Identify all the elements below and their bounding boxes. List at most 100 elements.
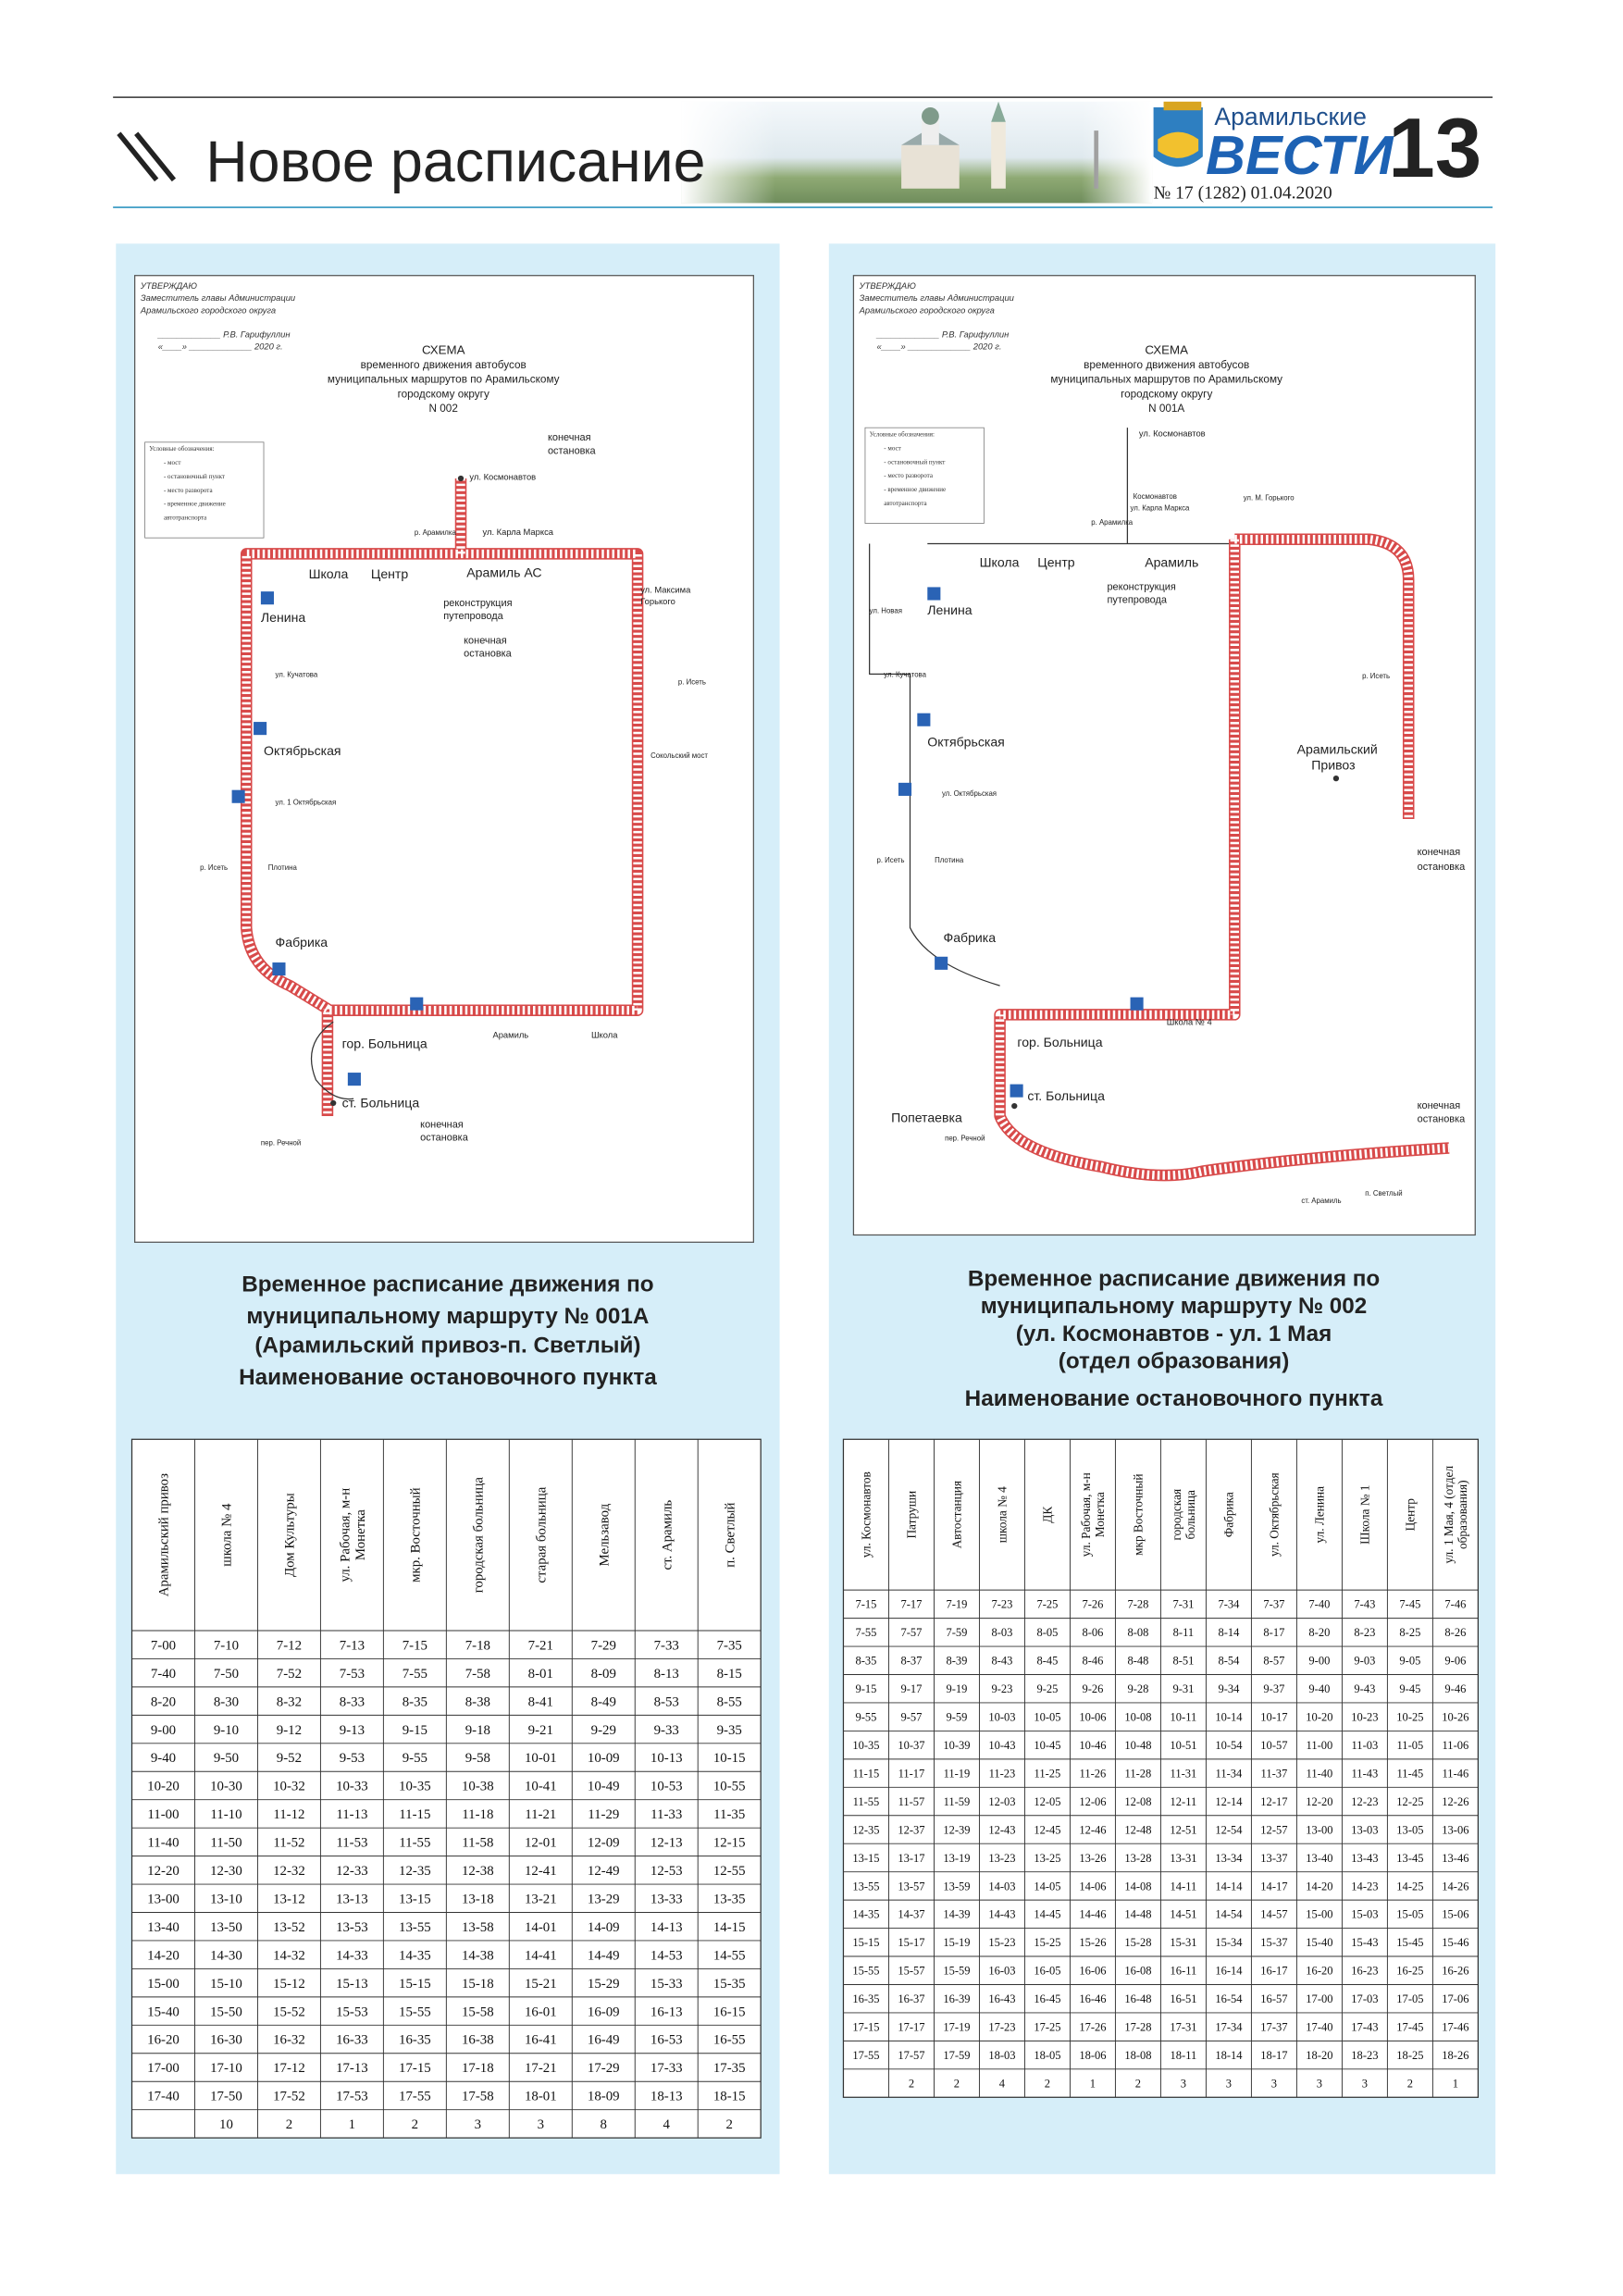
table-cell: 10-13 (650, 1751, 683, 1766)
schedule-caption: муниципальному маршруту № 002 (981, 1294, 1368, 1319)
table-cell: 8-51 (1172, 1655, 1194, 1668)
table-cell: 17-15 (852, 2021, 879, 2034)
table-footer-cell: 2 (954, 2077, 960, 2090)
table-cell: 17-06 (1442, 1992, 1468, 2005)
table-cell: 18-06 (1079, 2049, 1106, 2062)
paper-emblem (1153, 101, 1203, 168)
table-cell: 15-46 (1442, 1936, 1468, 1949)
table-cell: 16-39 (943, 1992, 970, 2005)
table-cell: 13-21 (525, 1892, 557, 1906)
paper-name-main: ВЕСТИ (1206, 124, 1394, 186)
map-label: остановка (1418, 862, 1467, 873)
legend-text: Условные обозначения: (870, 431, 935, 439)
map-label: ул. Октябрьская (942, 789, 997, 798)
table-cell: 7-31 (1172, 1598, 1194, 1611)
table-cell: 8-54 (1218, 1655, 1240, 1668)
table-cell: 18-23 (1351, 2049, 1378, 2062)
table-cell: 12-25 (1396, 1795, 1423, 1808)
table-cell: 8-14 (1218, 1626, 1240, 1639)
table-cell: 11-46 (1443, 1767, 1469, 1780)
map-label: ул. 1 Октябрьская (276, 798, 337, 806)
table-cell: 10-46 (1079, 1739, 1106, 1752)
table-cell: 14-51 (1170, 1908, 1196, 1921)
column-header: школа № 4 (996, 1486, 1010, 1543)
table-cell: 13-33 (650, 1892, 683, 1906)
table-cell: 15-06 (1442, 1908, 1468, 1921)
scheme-title: временного движения автобусов (361, 359, 527, 371)
table-cell: 9-55 (403, 1751, 427, 1766)
table-cell: 15-37 (1260, 1936, 1287, 1949)
table-cell: 9-03 (1354, 1655, 1375, 1668)
table-cell: 18-13 (650, 2090, 683, 2104)
schedule-caption: Временное расписание движения по (242, 1272, 653, 1297)
paper-name: Арамильские (1214, 103, 1367, 130)
table-cell: 7-34 (1218, 1598, 1240, 1611)
column-header: Центр (1404, 1498, 1418, 1532)
table-cell: 7-15 (855, 1598, 876, 1611)
map-label: пер. Речной (945, 1135, 985, 1143)
table-cell: 7-55 (403, 1667, 427, 1682)
map-label: Арамиль АС (466, 565, 541, 579)
map-label: п. Светлый (1365, 1189, 1402, 1198)
photo-fade (681, 101, 1153, 204)
approval-line: УТВЕРЖДАЮ (859, 280, 917, 291)
table-cell: 7-52 (277, 1667, 302, 1682)
map-label: остановка (1418, 1113, 1467, 1124)
table-cell: 9-18 (465, 1723, 490, 1738)
table-cell: 14-20 (1306, 1880, 1332, 1893)
table-cell: 8-46 (1082, 1655, 1103, 1668)
table-cell: 12-45 (1034, 1823, 1060, 1836)
table-cell: 7-13 (340, 1638, 365, 1653)
page-number: 13 (1388, 102, 1481, 195)
table-cell: 8-26 (1444, 1626, 1466, 1639)
table-cell: 18-03 (988, 2049, 1015, 2062)
table-cell: 8-32 (277, 1694, 302, 1709)
table-cell: 8-05 (1036, 1626, 1058, 1639)
table-cell: 10-32 (273, 1780, 305, 1794)
table-cell: 16-45 (1034, 1992, 1060, 2005)
table-cell: 13-45 (1396, 1852, 1423, 1865)
approval-line: _____________ Р.В. Гарифуллин (875, 329, 1009, 339)
column-header: ул. Космонавтов (860, 1471, 873, 1558)
legend-text: - остановочный пункт (164, 473, 225, 480)
table-cell: 11-23 (989, 1767, 1016, 1780)
table-cell: 18-15 (713, 2090, 746, 2104)
table-cell: 9-00 (1308, 1655, 1330, 1668)
table-cell: 16-17 (1260, 1965, 1287, 1978)
table-cell: 9-21 (528, 1723, 553, 1738)
table-cell: 17-12 (273, 2061, 305, 2076)
map-label: р. Арамилка (415, 528, 457, 537)
table-cell: 14-14 (1215, 1880, 1243, 1893)
map-label: ул. Космонавтов (469, 472, 536, 482)
table-cell: 14-03 (988, 1880, 1015, 1893)
table-footer-cell: 3 (1271, 2077, 1277, 2090)
map-label: путепровода (1107, 595, 1167, 606)
table-cell: 16-35 (852, 1992, 879, 2005)
table-cell: 15-53 (336, 2004, 368, 2019)
map-label: путепровода (443, 611, 503, 622)
table-cell: 18-08 (1124, 2049, 1151, 2062)
approval-line: «____» _____________ 2020 г. (158, 341, 283, 352)
table-footer-cell: 3 (1181, 2077, 1186, 2090)
table-cell: 16-05 (1034, 1965, 1060, 1978)
approval-line: УТВЕРЖДАЮ (140, 280, 198, 291)
table-cell: 7-58 (465, 1667, 490, 1682)
table-cell: 9-12 (277, 1723, 302, 1738)
stop-points (330, 475, 1340, 1110)
column-header: Патруши (905, 1491, 919, 1539)
table-cell: 15-15 (852, 1936, 879, 1949)
table-cell: 13-35 (713, 1892, 746, 1906)
table-cell: 15-50 (210, 2004, 242, 2019)
table-cell: 10-11 (1171, 1711, 1197, 1724)
map-label: ст. Арамиль (1301, 1197, 1341, 1205)
scheme-title: муниципальных маршрутов по Арамильскому (1050, 374, 1282, 386)
table-cell: 7-29 (591, 1638, 616, 1653)
table-cell: 11-40 (1307, 1767, 1333, 1780)
route-left (240, 478, 644, 1117)
table-cell: 15-00 (1306, 1908, 1332, 1921)
table-cell: 10-49 (588, 1780, 620, 1794)
table-cell: 8-38 (465, 1694, 490, 1709)
table-cell: 14-46 (1079, 1908, 1106, 1921)
table-cell: 7-18 (465, 1638, 490, 1653)
table-cell: 12-51 (1170, 1823, 1196, 1836)
